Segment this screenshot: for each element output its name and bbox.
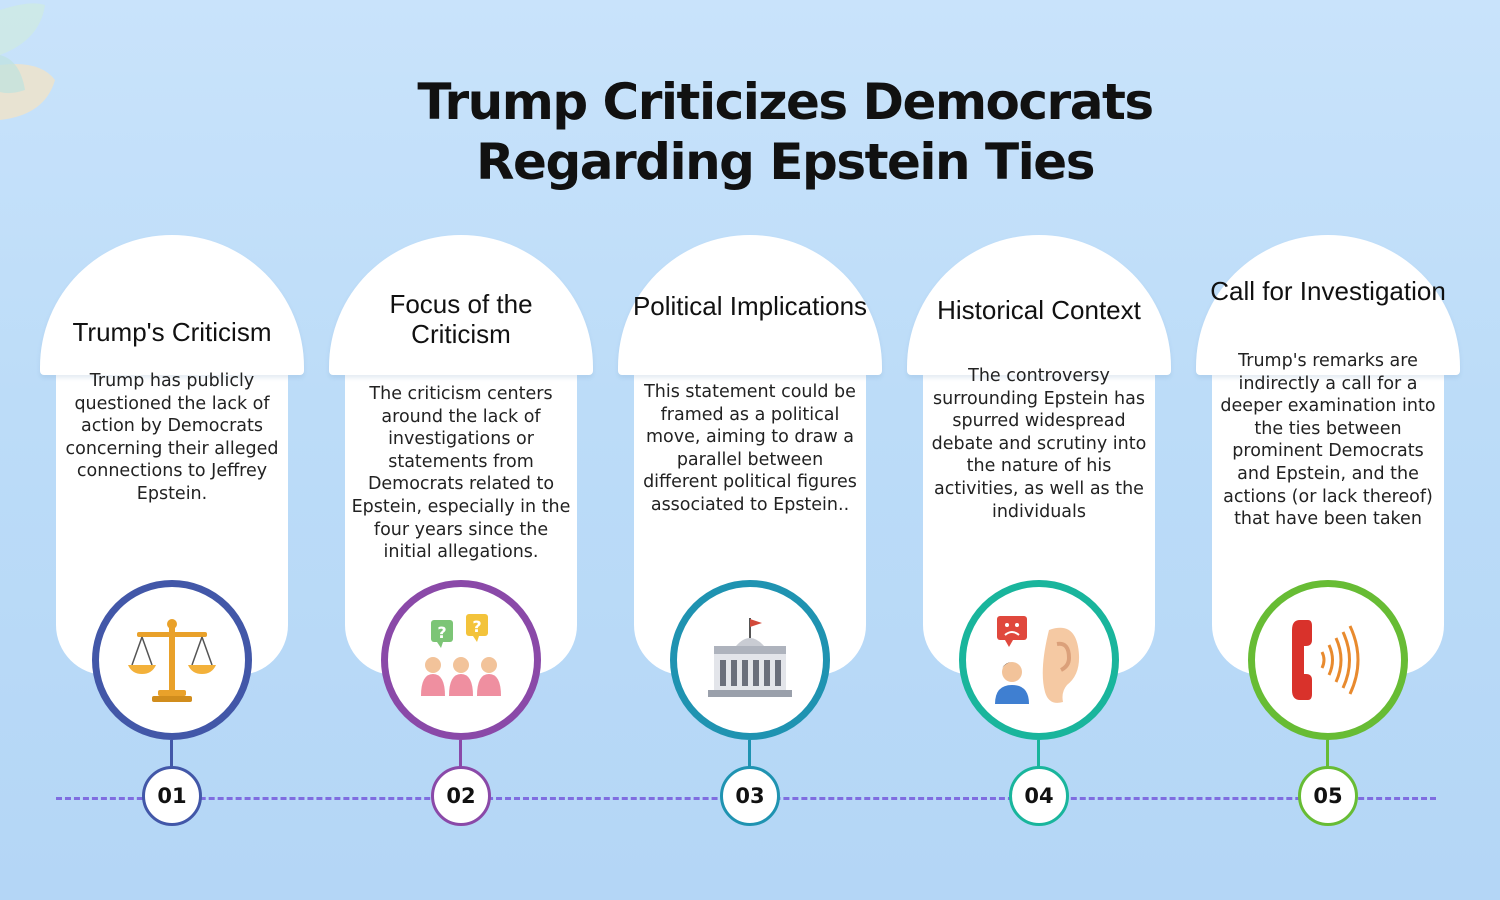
timeline-stem <box>1326 740 1329 770</box>
step-card-1: Trump's Criticism Trump has publicly que… <box>40 235 304 740</box>
card-title: Call for Investigation <box>1210 276 1446 306</box>
icon-ring <box>92 580 252 740</box>
icon-ring <box>959 580 1119 740</box>
step-number-2: 02 <box>431 766 491 826</box>
page-title: Trump Criticizes Democrats Regarding Eps… <box>417 73 1154 191</box>
svg-text:?: ? <box>437 623 446 642</box>
card-title: Focus of the Criticism <box>389 289 533 349</box>
step-card-4: Historical Context The controversy surro… <box>907 235 1171 740</box>
card-cap <box>40 235 304 375</box>
icon-ring <box>1248 580 1408 740</box>
step-card-2: Focus of the Criticism The criticism cen… <box>329 235 593 740</box>
step-number-1: 01 <box>142 766 202 826</box>
step-card-3: Political Implications This statement co… <box>618 235 882 740</box>
timeline-stem <box>1037 740 1040 770</box>
svg-text:?: ? <box>472 617 481 636</box>
step-number-3: 03 <box>720 766 780 826</box>
card-title: Historical Context <box>937 295 1141 325</box>
scales-of-justice-icon <box>128 619 216 702</box>
card-title: Political Implications <box>632 291 868 321</box>
card-description: The controversy surrounding Epstein has … <box>931 366 1147 522</box>
people-questions-icon: ? ? <box>421 614 501 696</box>
step-card-5: Call for Investigation Trump's remarks a… <box>1196 235 1460 740</box>
icon-ring <box>670 580 830 740</box>
timeline-stem <box>170 740 173 770</box>
timeline-stem <box>748 740 751 770</box>
card-description: This statement could be framed as a poli… <box>643 382 857 515</box>
card-description: Trump has publicly questioned the lack o… <box>65 371 279 504</box>
listening-ear-icon <box>995 616 1080 704</box>
step-number-5: 05 <box>1298 766 1358 826</box>
step-number-4: 04 <box>1009 766 1069 826</box>
icon-ring: ? ? <box>381 580 541 740</box>
card-description: Trump's remarks are indirectly a call fo… <box>1220 351 1436 530</box>
government-building-icon <box>708 618 792 697</box>
card-title: Trump's Criticism <box>72 317 272 347</box>
brand-logo-icon <box>0 3 55 120</box>
card-description: The criticism centers around the lack of… <box>351 384 571 563</box>
phone-call-icon <box>1292 620 1360 700</box>
timeline-stem <box>459 740 462 770</box>
